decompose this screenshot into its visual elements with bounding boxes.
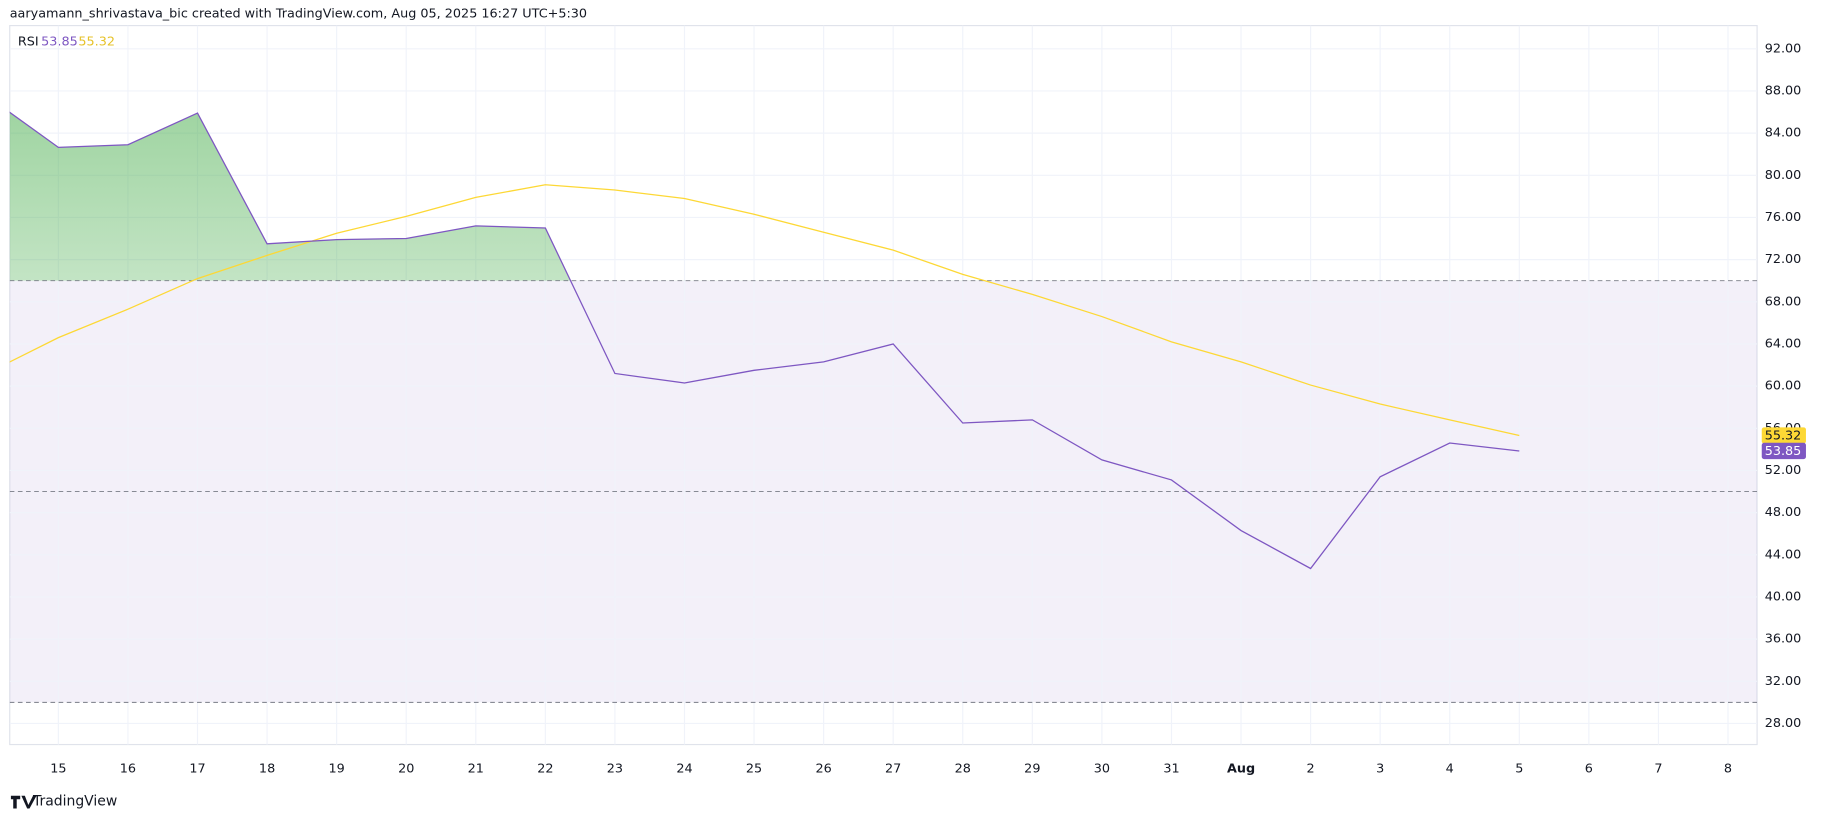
y-tick-label: 84.00 (1765, 126, 1802, 141)
x-tick-label: 27 (885, 761, 901, 776)
y-tick-label: 92.00 (1765, 41, 1802, 56)
x-tick-label: 18 (259, 761, 275, 776)
x-tick-label: 8 (1724, 761, 1732, 776)
x-tick-label: 7 (1654, 761, 1662, 776)
x-tick-label: 15 (50, 761, 66, 776)
y-tick-label: 44.00 (1765, 547, 1802, 562)
x-tick-label: 2 (1307, 761, 1315, 776)
x-tick-label: 16 (120, 761, 136, 776)
y-tick-label: 60.00 (1765, 379, 1802, 394)
x-tick-label: 25 (746, 761, 762, 776)
x-tick-label: 21 (468, 761, 484, 776)
x-tick-label: 22 (537, 761, 553, 776)
y-tick-label: 36.00 (1765, 632, 1802, 647)
legend-value: 53.85 (41, 34, 78, 49)
x-tick-label: 28 (955, 761, 971, 776)
x-tick-label: 4 (1446, 761, 1454, 776)
legend-value: 55.32 (78, 34, 115, 49)
price-tag (1761, 442, 1806, 460)
x-tick-label: 26 (815, 761, 831, 776)
brand: TradingView (32, 794, 117, 810)
overbought-fill (9, 112, 1520, 281)
x-tick-label: 19 (329, 761, 345, 776)
y-tick-label: 76.00 (1765, 210, 1802, 225)
price-tag (1761, 427, 1806, 444)
x-tick-label: 20 (398, 761, 414, 776)
legend-title: RSI (18, 34, 39, 49)
price-tag-label: 55.32 (1765, 429, 1802, 444)
x-tick-label: 17 (189, 761, 205, 776)
y-tick-label: 32.00 (1765, 674, 1802, 689)
series-line (9, 184, 1520, 437)
x-tick-label: 3 (1376, 761, 1384, 776)
x-tick-label: 31 (1163, 761, 1179, 776)
x-tick-label: Aug (1227, 761, 1255, 776)
y-tick-label: 68.00 (1765, 294, 1802, 309)
x-tick-label: 30 (1094, 761, 1110, 776)
plot-frame (9, 25, 1758, 746)
y-tick-label: 28.00 (1765, 716, 1802, 731)
x-tick-label: 29 (1024, 761, 1040, 776)
attribution: aaryamann_shrivastava_bic created with T… (10, 6, 587, 21)
brand-logo (10, 795, 37, 809)
x-tick-label: 24 (676, 761, 692, 776)
price-tag-label: 53.85 (1765, 444, 1802, 459)
y-tick-label: 40.00 (1765, 589, 1802, 604)
y-tick-label: 80.00 (1765, 168, 1802, 183)
x-tick-label: 5 (1515, 761, 1523, 776)
plot (9, 25, 1758, 745)
y-tick-label: 88.00 (1765, 83, 1802, 98)
y-tick-label: 72.00 (1765, 252, 1802, 267)
x-tick-label: 6 (1585, 761, 1593, 776)
x-tick-label: 23 (607, 761, 623, 776)
y-tick-label: 48.00 (1765, 505, 1802, 520)
series-line (9, 111, 1520, 570)
y-tick-label: 64.00 (1765, 336, 1802, 351)
y-tick-label: 52.00 (1765, 463, 1802, 478)
